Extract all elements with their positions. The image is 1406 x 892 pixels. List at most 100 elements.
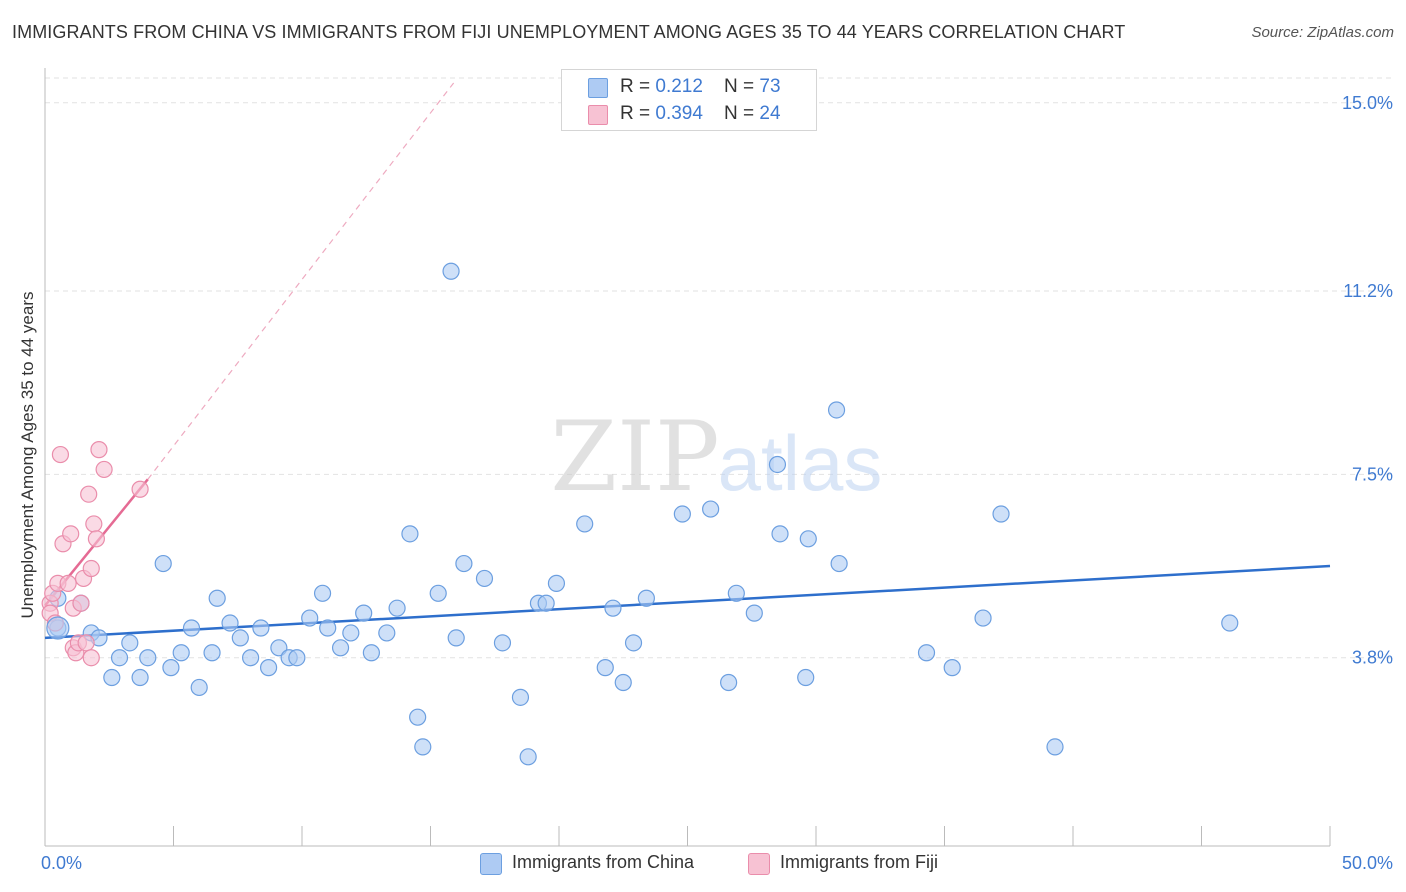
- china-point: [103, 668, 121, 687]
- china-point: [547, 574, 566, 592]
- fiji-point: [72, 594, 90, 612]
- china-point: [830, 554, 848, 573]
- correlation-legend: R = 0.212 N = 73 R = 0.394 N = 24: [561, 69, 817, 131]
- china-point: [388, 599, 406, 617]
- fiji-legend-label: Immigrants from Fiji: [780, 852, 939, 872]
- china-point: [624, 634, 643, 652]
- fiji-point: [59, 574, 77, 592]
- fiji-point: [51, 445, 70, 464]
- china-point: [409, 708, 427, 726]
- china-point: [519, 748, 537, 766]
- china-point: [943, 659, 961, 677]
- china-point: [154, 554, 172, 573]
- china-point: [493, 634, 512, 652]
- china-point: [231, 629, 249, 647]
- legend-r-label: R =: [620, 76, 656, 97]
- china-point: [745, 604, 763, 622]
- y-tick-label: 3.8%: [1352, 648, 1393, 668]
- x-tick-label: 0.0%: [41, 853, 82, 873]
- china-point: [131, 668, 149, 687]
- china-point: [447, 629, 465, 647]
- china-point: [355, 604, 373, 622]
- china-point: [768, 455, 787, 474]
- fiji-point: [77, 634, 95, 652]
- china-point: [1221, 614, 1239, 632]
- fiji-point: [131, 480, 149, 498]
- fiji-point: [82, 649, 100, 667]
- china-point: [799, 530, 817, 548]
- china-point: [139, 649, 157, 667]
- china-point: [46, 616, 70, 640]
- legend-n-value: 24: [759, 103, 781, 124]
- china-point: [576, 515, 594, 533]
- legend-n-value: 73: [759, 76, 781, 97]
- watermark-atlas: atlas: [718, 419, 883, 507]
- china-point: [1046, 738, 1064, 756]
- fiji-trend-extension: [147, 82, 455, 480]
- chart-title: IMMIGRANTS FROM CHINA VS IMMIGRANTS FROM…: [12, 22, 1126, 42]
- china-point: [203, 644, 221, 662]
- china-point: [288, 649, 306, 667]
- china-point: [637, 589, 655, 607]
- china-point: [771, 525, 789, 543]
- y-tick-label: 11.2%: [1343, 281, 1393, 301]
- china-point: [331, 639, 350, 657]
- china-point: [797, 668, 815, 687]
- china-point: [537, 594, 555, 612]
- fiji-point: [95, 460, 113, 479]
- china-point: [182, 619, 201, 637]
- china-point: [121, 634, 139, 652]
- china-point: [110, 649, 129, 667]
- china-point: [511, 688, 530, 706]
- china-legend-swatch: [480, 853, 502, 875]
- china-point: [614, 673, 632, 692]
- china-point: [362, 644, 380, 662]
- watermark-zip: ZIP: [550, 401, 719, 513]
- data-points: [41, 262, 1239, 766]
- china-point: [727, 584, 745, 602]
- china-point: [242, 649, 260, 667]
- legend-n-label: N =: [724, 103, 760, 124]
- china-point: [604, 599, 622, 617]
- fiji-legend-swatch: [748, 853, 770, 875]
- china-point: [702, 500, 720, 518]
- china-point: [429, 584, 447, 602]
- china-point: [596, 659, 614, 677]
- y-axis-label: Unemployment Among Ages 35 to 44 years: [18, 291, 37, 619]
- china-point: [917, 644, 936, 662]
- china-point: [442, 262, 460, 280]
- fiji-point: [80, 485, 98, 503]
- china-point: [221, 614, 239, 632]
- china-point: [319, 619, 337, 637]
- china-point: [974, 609, 992, 627]
- china-point: [992, 505, 1010, 523]
- china-point: [475, 569, 494, 588]
- x-tick-label: 50.0%: [1342, 853, 1393, 873]
- china-point: [827, 401, 846, 419]
- china-trend-line: [44, 564, 1331, 640]
- china-point: [378, 624, 396, 642]
- y-tick-label: 7.5%: [1352, 464, 1393, 484]
- china-point: [673, 505, 691, 523]
- china-point: [190, 678, 208, 697]
- fiji-point: [90, 441, 108, 459]
- china-point: [414, 738, 432, 756]
- china-point: [313, 584, 332, 602]
- axes: [44, 68, 1331, 847]
- y-tick-label: 15.0%: [1342, 93, 1393, 113]
- legend-n-label: N =: [724, 76, 760, 97]
- fiji-point: [87, 530, 106, 548]
- legend-r-value: 0.212: [655, 76, 703, 97]
- trend-lines: [44, 82, 1331, 640]
- china-point: [162, 659, 180, 677]
- china-point: [172, 644, 190, 662]
- china-point: [342, 624, 360, 642]
- legend-r-label: R =: [620, 103, 656, 124]
- fiji-point: [62, 525, 80, 543]
- china-point: [270, 639, 288, 657]
- legend-r-value: 0.394: [655, 103, 703, 124]
- china-legend-label: Immigrants from China: [512, 852, 695, 872]
- china-swatch: [588, 78, 608, 98]
- china-point: [259, 659, 278, 677]
